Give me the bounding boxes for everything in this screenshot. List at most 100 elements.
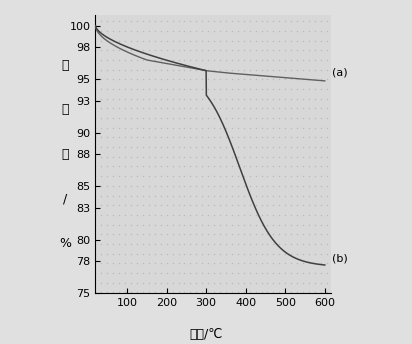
Point (193, 125, 199, 130)
Point (98, 222, 105, 227)
Point (246, 173, 253, 179)
Point (110, 115, 117, 121)
Point (205, 290, 211, 295)
Point (193, 96, 199, 101)
Point (145, 125, 152, 130)
Point (258, 115, 265, 121)
Point (140, 135, 146, 140)
Point (175, 125, 182, 130)
Point (217, 203, 223, 208)
Point (181, 203, 188, 208)
Point (122, 144, 129, 150)
Point (193, 241, 199, 247)
Point (264, 96, 271, 101)
Point (110, 38, 117, 43)
Point (163, 47, 170, 53)
Point (288, 270, 295, 276)
Point (311, 115, 318, 121)
Point (116, 77, 122, 82)
Point (270, 261, 277, 266)
Point (246, 154, 253, 160)
Point (140, 57, 146, 63)
Point (246, 232, 253, 237)
Point (241, 47, 247, 53)
Point (98, 106, 105, 111)
Point (258, 193, 265, 198)
Point (181, 96, 188, 101)
Point (311, 164, 318, 169)
Point (318, 135, 324, 140)
Point (311, 173, 318, 179)
Point (270, 19, 277, 24)
Point (110, 86, 117, 92)
Point (98, 251, 105, 256)
Point (222, 232, 229, 237)
Point (169, 232, 176, 237)
Point (217, 106, 223, 111)
Point (264, 203, 271, 208)
Point (187, 241, 194, 247)
Point (323, 154, 330, 160)
Point (199, 57, 206, 63)
Point (104, 57, 111, 63)
Point (311, 77, 318, 82)
Point (205, 173, 211, 179)
Point (241, 183, 247, 189)
Point (241, 57, 247, 63)
Point (98, 96, 105, 101)
Point (187, 183, 194, 189)
Point (282, 270, 288, 276)
Point (122, 173, 129, 179)
Point (323, 193, 330, 198)
Point (145, 173, 152, 179)
Point (229, 164, 235, 169)
Point (205, 212, 211, 218)
Point (241, 241, 247, 247)
Point (264, 290, 271, 295)
Point (264, 164, 271, 169)
Point (241, 154, 247, 160)
Point (252, 183, 259, 189)
Point (222, 57, 229, 63)
Point (181, 270, 188, 276)
Point (133, 19, 140, 24)
Point (264, 212, 271, 218)
Point (258, 154, 265, 160)
Point (92, 290, 99, 295)
Point (318, 173, 324, 179)
Point (122, 270, 129, 276)
Point (163, 57, 170, 63)
Point (128, 135, 134, 140)
Point (270, 135, 277, 140)
Point (163, 280, 170, 286)
Point (181, 77, 188, 82)
Point (145, 77, 152, 82)
Point (187, 19, 194, 24)
Point (323, 212, 330, 218)
Point (318, 193, 324, 198)
Point (98, 270, 105, 276)
Point (157, 19, 164, 24)
Point (92, 193, 99, 198)
Point (122, 19, 129, 24)
Point (205, 86, 211, 92)
Point (258, 280, 265, 286)
Point (175, 67, 182, 72)
Point (98, 47, 105, 53)
Point (128, 67, 134, 72)
Point (300, 203, 307, 208)
Point (234, 47, 241, 53)
Point (246, 193, 253, 198)
Point (92, 144, 99, 150)
Point (98, 86, 105, 92)
Point (98, 135, 105, 140)
Point (222, 28, 229, 34)
Point (128, 232, 134, 237)
Point (222, 96, 229, 101)
Point (311, 19, 318, 24)
Point (270, 164, 277, 169)
Point (252, 290, 259, 295)
Point (169, 135, 176, 140)
Point (246, 222, 253, 227)
Point (163, 183, 170, 189)
